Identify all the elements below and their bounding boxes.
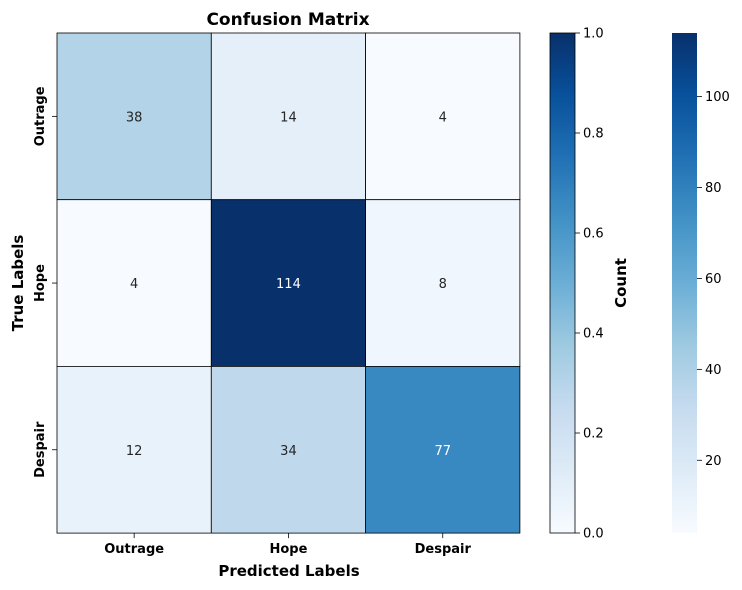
heatmap-cell	[210, 199, 367, 367]
inner-colorbar-tick-label: 0.2	[583, 427, 604, 442]
outer-colorbar-tick-label: 100	[705, 90, 730, 105]
cell-value-label: 114	[276, 277, 301, 292]
x-tick-label: Despair	[415, 542, 472, 557]
heatmap-cell	[365, 199, 521, 367]
inner-colorbar-tick-label: 0.0	[583, 527, 604, 542]
inner-colorbar-tick-label: 1.0	[583, 27, 604, 42]
inner-colorbar-tick-label: 0.6	[583, 227, 604, 242]
cell-value-label: 8	[439, 277, 447, 292]
cell-value-label: 77	[434, 444, 451, 459]
x-axis-ticks: Outrage Hope Despair	[104, 533, 471, 557]
heatmap-cell	[210, 365, 367, 534]
heatmap-cell	[56, 199, 212, 367]
cell-value-label: 38	[126, 110, 143, 125]
heatmap-cells	[56, 32, 521, 534]
y-tick-label: Despair	[33, 421, 48, 478]
inner-colorbar-tick-label: 0.8	[583, 127, 604, 142]
chart-title: Confusion Matrix	[206, 10, 369, 30]
outer-colorbar-ticks: 20 40 60 80 100	[697, 90, 730, 469]
inner-colorbar	[549, 32, 576, 534]
inner-colorbar-label: Count	[612, 258, 630, 308]
outer-colorbar-tick-label: 60	[705, 272, 722, 287]
cell-value-label: 4	[439, 110, 447, 125]
heatmap-cell	[210, 32, 367, 201]
x-tick-label: Hope	[269, 542, 307, 557]
heatmap-cell	[365, 32, 521, 201]
x-axis-label: Predicted Labels	[218, 562, 359, 580]
outer-colorbar-tick-label: 40	[705, 363, 722, 378]
cell-value-label: 34	[280, 444, 297, 459]
outer-colorbar	[672, 33, 697, 533]
y-tick-label: Outrage	[33, 86, 48, 146]
x-tick-label: Outrage	[104, 542, 164, 557]
inner-colorbar-ticks: 0.0 0.2 0.4 0.6 0.8 1.0	[575, 27, 604, 542]
heatmap-cell	[56, 365, 212, 534]
y-axis-label: True Labels	[9, 235, 27, 332]
cell-value-label: 12	[126, 444, 143, 459]
outer-colorbar-tick-label: 20	[705, 454, 722, 469]
cell-value-label: 4	[130, 277, 138, 292]
inner-colorbar-tick-label: 0.4	[583, 327, 604, 342]
y-axis-ticks: Outrage Hope Despair	[33, 86, 57, 478]
heatmap-cell	[56, 32, 212, 201]
cell-value-label: 14	[280, 110, 297, 125]
outer-colorbar-tick-label: 80	[705, 181, 722, 196]
y-tick-label: Hope	[33, 264, 48, 302]
heatmap-cell-labels: 38 14 4 4 114 8 12 34 77	[126, 110, 451, 458]
